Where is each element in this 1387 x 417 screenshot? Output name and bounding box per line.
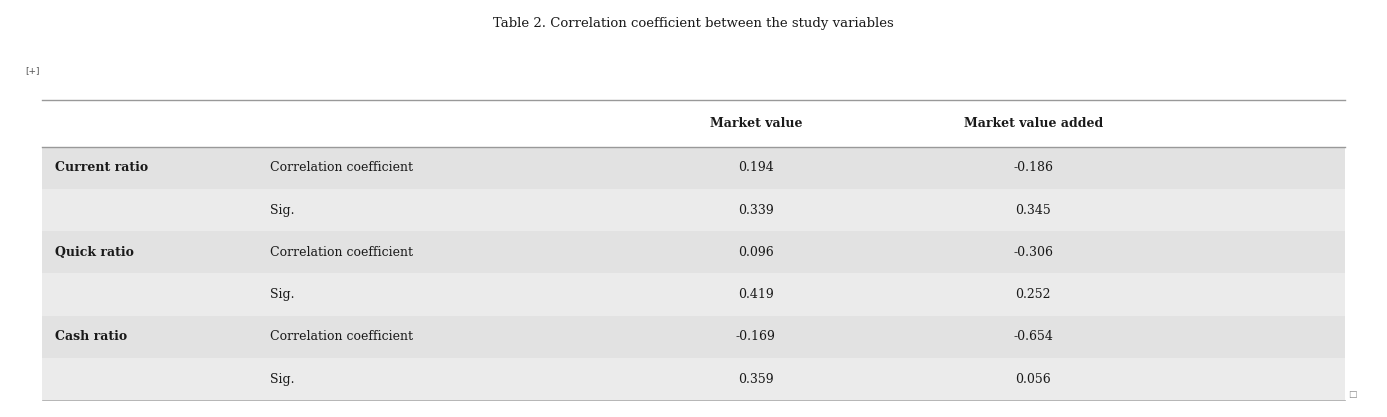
Text: 0.345: 0.345	[1015, 203, 1051, 216]
Text: Quick ratio: Quick ratio	[55, 246, 135, 259]
Text: -0.169: -0.169	[736, 330, 775, 343]
Text: 0.194: 0.194	[738, 161, 774, 174]
Text: -0.306: -0.306	[1014, 246, 1053, 259]
Text: Market value added: Market value added	[964, 117, 1103, 130]
Text: Table 2. Correlation coefficient between the study variables: Table 2. Correlation coefficient between…	[494, 17, 893, 30]
Text: Correlation coefficient: Correlation coefficient	[270, 330, 413, 343]
Text: 0.096: 0.096	[738, 246, 774, 259]
Text: [+]: [+]	[25, 66, 39, 75]
Text: Correlation coefficient: Correlation coefficient	[270, 246, 413, 259]
Text: Sig.: Sig.	[270, 203, 295, 216]
Text: -0.654: -0.654	[1014, 330, 1053, 343]
Text: Sig.: Sig.	[270, 288, 295, 301]
Text: Sig.: Sig.	[270, 373, 295, 386]
Text: Market value: Market value	[710, 117, 802, 130]
Text: 0.419: 0.419	[738, 288, 774, 301]
Text: Current ratio: Current ratio	[55, 161, 148, 174]
Text: 0.252: 0.252	[1015, 288, 1051, 301]
Text: 0.339: 0.339	[738, 203, 774, 216]
Text: Correlation coefficient: Correlation coefficient	[270, 161, 413, 174]
Text: -0.186: -0.186	[1014, 161, 1053, 174]
Text: 0.056: 0.056	[1015, 373, 1051, 386]
Text: 0.359: 0.359	[738, 373, 774, 386]
Text: □: □	[1348, 389, 1356, 399]
Text: Cash ratio: Cash ratio	[55, 330, 128, 343]
